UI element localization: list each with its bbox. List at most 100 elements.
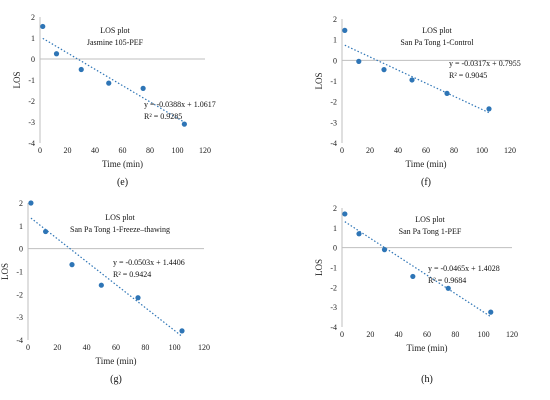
y-tick-label: 0 bbox=[19, 245, 23, 254]
x-tick-label: 80 bbox=[451, 330, 459, 339]
y-tick-label: -2 bbox=[28, 97, 35, 106]
data-point bbox=[98, 282, 104, 288]
data-point bbox=[445, 285, 451, 291]
y-tick-label: -2 bbox=[330, 98, 337, 107]
x-tick-label: 120 bbox=[198, 343, 210, 352]
y-tick-label: 1 bbox=[31, 34, 35, 43]
data-point bbox=[410, 273, 416, 280]
y-tick-label: 2 bbox=[333, 204, 337, 213]
data-point bbox=[444, 90, 450, 96]
trendline-equation: y = -0.0388x + 1.0617 bbox=[144, 100, 216, 109]
panel-label: (g) bbox=[110, 374, 122, 385]
y-axis-label: LOS bbox=[314, 72, 324, 89]
data-point bbox=[140, 85, 146, 91]
y-tick-label: -4 bbox=[330, 139, 337, 148]
y-axis-label: LOS bbox=[12, 71, 22, 88]
x-tick-label: 20 bbox=[53, 343, 61, 352]
data-point bbox=[381, 67, 387, 73]
trendline-equation: y = -0.0317x + 0.7955 bbox=[449, 59, 521, 68]
trendline bbox=[42, 37, 185, 123]
x-tick-label: 20 bbox=[366, 330, 374, 339]
y-tick-label: -3 bbox=[16, 313, 23, 322]
y-tick-label: 1 bbox=[333, 36, 337, 45]
x-tick-label: 20 bbox=[366, 146, 374, 155]
trendline-equation: y = -0.0503x + 1.4406 bbox=[113, 258, 185, 267]
chart-title: LOS plot bbox=[100, 26, 130, 35]
data-point bbox=[381, 247, 388, 253]
data-point bbox=[53, 51, 60, 57]
panel-label: (e) bbox=[117, 177, 128, 188]
x-tick-label: 60 bbox=[119, 146, 127, 155]
y-tick-label: 2 bbox=[19, 199, 23, 208]
y-tick-label: -3 bbox=[330, 118, 337, 127]
data-point bbox=[78, 66, 84, 73]
y-tick-label: -3 bbox=[330, 303, 337, 312]
x-tick-label: 0 bbox=[340, 146, 344, 155]
y-axis-label: LOS bbox=[314, 259, 324, 276]
x-tick-label: 20 bbox=[64, 146, 72, 155]
data-point bbox=[342, 211, 348, 217]
data-point bbox=[179, 328, 185, 334]
data-point bbox=[43, 228, 49, 235]
y-tick-label: 2 bbox=[333, 15, 337, 24]
chart-panel: 0 20 40 60 80 100 120 -4 -3 -2 -1 0 1 2 Time (min) LOS L… bbox=[314, 204, 518, 385]
trendline-equation: y = -0.0465x + 1.4028 bbox=[428, 264, 500, 273]
y-tick-label: 0 bbox=[333, 244, 337, 253]
x-tick-label: 40 bbox=[91, 146, 99, 155]
y-tick-label: 2 bbox=[31, 13, 35, 22]
x-axis-label: Time (min) bbox=[96, 356, 137, 366]
x-axis-label: Time (min) bbox=[102, 159, 143, 169]
y-tick-label: -4 bbox=[16, 336, 23, 345]
chart-title: LOS plot bbox=[422, 26, 452, 35]
x-tick-label: 40 bbox=[83, 343, 91, 352]
x-tick-label: 60 bbox=[422, 146, 430, 155]
data-point bbox=[356, 231, 362, 237]
panel-label: (f) bbox=[421, 177, 431, 188]
chart-panel: 0 20 40 60 80 100 120 -4 -3 -2 -1 0 1 2 Time (min) LOS L… bbox=[314, 15, 521, 188]
chart-subtitle: San Pa Tong 1-Freeze–thawing bbox=[70, 225, 170, 234]
chart-title: LOS plot bbox=[415, 215, 445, 224]
x-tick-label: 80 bbox=[450, 146, 458, 155]
x-tick-label: 60 bbox=[112, 343, 120, 352]
y-tick-label: 0 bbox=[31, 55, 35, 64]
chart-panel: 0 20 40 60 80 100 120 -4 -3 -2 -1 0 1 2 Time (min) LOS L… bbox=[0, 199, 210, 385]
data-point bbox=[181, 121, 187, 127]
r-squared-label: R² = 0.9684 bbox=[428, 276, 466, 285]
data-point bbox=[106, 80, 112, 86]
data-point bbox=[40, 23, 46, 30]
data-point bbox=[486, 106, 492, 112]
x-tick-label: 120 bbox=[506, 330, 518, 339]
data-point bbox=[356, 58, 362, 64]
x-tick-label: 0 bbox=[26, 343, 30, 352]
y-tick-label: -2 bbox=[16, 290, 23, 299]
x-axis-label: Time (min) bbox=[406, 159, 447, 169]
x-tick-label: 0 bbox=[340, 330, 344, 339]
x-tick-label: 80 bbox=[141, 343, 149, 352]
x-tick-label: 100 bbox=[172, 146, 184, 155]
x-tick-label: 60 bbox=[423, 330, 431, 339]
x-tick-label: 120 bbox=[199, 146, 211, 155]
trendline bbox=[344, 221, 492, 318]
data-point bbox=[135, 295, 141, 301]
x-tick-label: 100 bbox=[169, 343, 181, 352]
y-tick-label: -4 bbox=[28, 139, 35, 148]
y-tick-label: -3 bbox=[28, 118, 35, 127]
x-axis-label: Time (min) bbox=[407, 343, 448, 353]
y-tick-label: 0 bbox=[333, 56, 337, 65]
chart-subtitle: Jasmine 105-PEF bbox=[87, 38, 144, 47]
y-tick-label: -4 bbox=[330, 323, 337, 332]
y-axis-label: LOS bbox=[0, 263, 10, 280]
chart-subtitle: San Pa Tong 1-Control bbox=[400, 38, 474, 47]
x-tick-label: 40 bbox=[395, 330, 403, 339]
y-tick-label: -1 bbox=[28, 76, 35, 85]
trendline bbox=[30, 217, 183, 337]
panel-label: (h) bbox=[421, 374, 433, 385]
x-tick-label: 40 bbox=[394, 146, 402, 155]
data-point bbox=[28, 200, 34, 206]
r-squared-label: R² = 0.9424 bbox=[113, 270, 151, 279]
x-tick-label: 80 bbox=[146, 146, 154, 155]
x-tick-label: 120 bbox=[504, 146, 516, 155]
r-squared-label: R² = 0.9045 bbox=[449, 71, 487, 80]
r-squared-label: R² = 0.9285 bbox=[144, 112, 182, 121]
